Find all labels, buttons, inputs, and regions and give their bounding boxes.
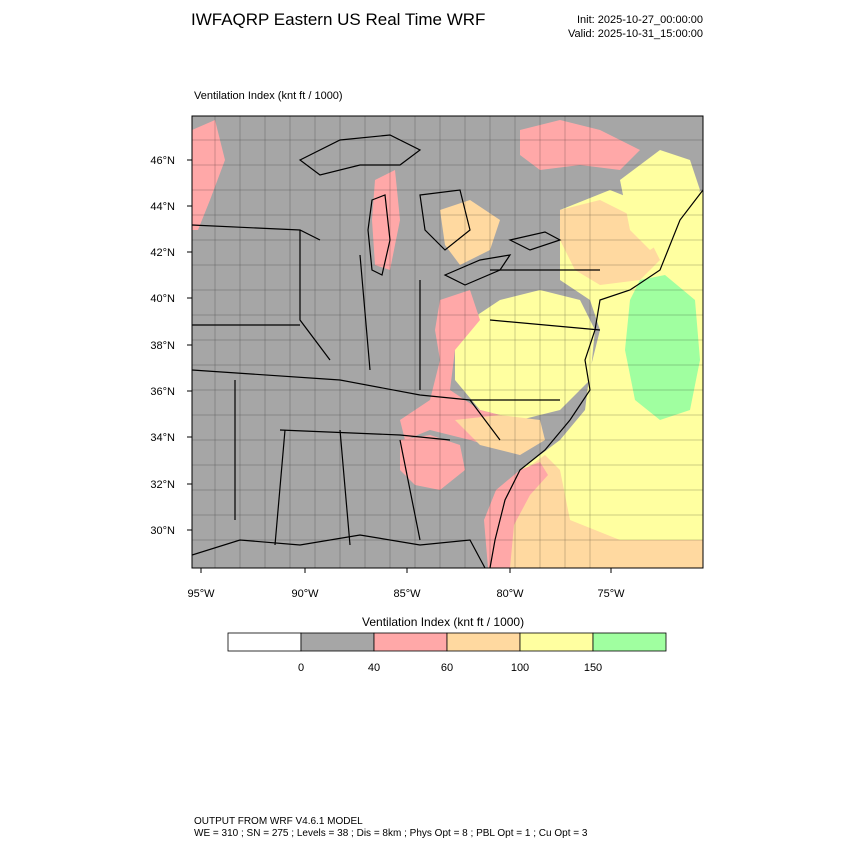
map-frame [191, 115, 704, 569]
lon-label: 90°W [291, 588, 319, 600]
field-pink-canada [520, 120, 640, 170]
lon-label: 75°W [597, 588, 625, 600]
colorbar-tick-label: 60 [440, 662, 454, 674]
atlantic-coastline [489, 189, 703, 568]
field-pink-appalachian [400, 290, 540, 455]
colorbar-swatch [227, 632, 302, 652]
map-title: IWFAQRP Eastern US Real Time WRF [191, 10, 486, 29]
map-field [192, 116, 703, 568]
colorbar-swatch [592, 632, 667, 652]
field-peach-carolinas [455, 415, 545, 455]
colorbar-swatch [519, 632, 594, 652]
lat-label: 46°N [150, 155, 175, 167]
lat-label: 38°N [150, 340, 175, 352]
colorbar-tick-label: 150 [583, 662, 603, 674]
field-peach-ontario [440, 200, 500, 265]
colorbar-title: Ventilation Index (knt ft / 1000) [362, 615, 525, 629]
lake-superior-outline [298, 134, 422, 176]
state-boundaries [192, 224, 601, 546]
init-time: Init: 2025-10-27_00:00:00 [577, 14, 703, 26]
colorbar-swatch [300, 632, 375, 652]
lat-label: 36°N [150, 386, 175, 398]
lake-michigan-outline [367, 194, 391, 276]
lon-ticks [200, 568, 612, 573]
model-footer-line2: WE = 310 ; SN = 275 ; Levels = 38 ; Dis … [194, 828, 588, 839]
lat-label: 34°N [150, 432, 175, 444]
lat-ticks [187, 159, 192, 531]
colorbar-swatch [446, 632, 521, 652]
field-pink-georgia [400, 435, 465, 490]
colorbar-tick-label: 40 [367, 662, 381, 674]
field-peach-offshore [495, 455, 703, 568]
lat-label: 44°N [150, 201, 175, 213]
field-pink-lakeshore [372, 170, 400, 270]
lat-label: 32°N [150, 479, 175, 491]
valid-time: Valid: 2025-10-31_15:00:00 [568, 28, 703, 40]
lon-label: 80°W [496, 588, 524, 600]
colorbar [227, 632, 667, 652]
lake-erie-outline [443, 254, 512, 286]
lat-label: 30°N [150, 525, 175, 537]
field-label: Ventilation Index (knt ft / 1000) [194, 90, 343, 102]
county-mesh [192, 116, 703, 568]
lon-label: 95°W [187, 588, 215, 600]
lat-label: 40°N [150, 293, 175, 305]
field-pink-west [192, 120, 225, 230]
model-footer-line1: OUTPUT FROM WRF V4.6.1 MODEL [194, 816, 363, 827]
colorbar-tick-label: 0 [297, 662, 305, 674]
field-green-offshore [625, 275, 700, 420]
colorbar-tick-label: 100 [510, 662, 530, 674]
lon-label: 85°W [393, 588, 421, 600]
colorbar-swatch [373, 632, 448, 652]
lat-label: 42°N [150, 247, 175, 259]
field-yellow-newengland [620, 150, 700, 250]
